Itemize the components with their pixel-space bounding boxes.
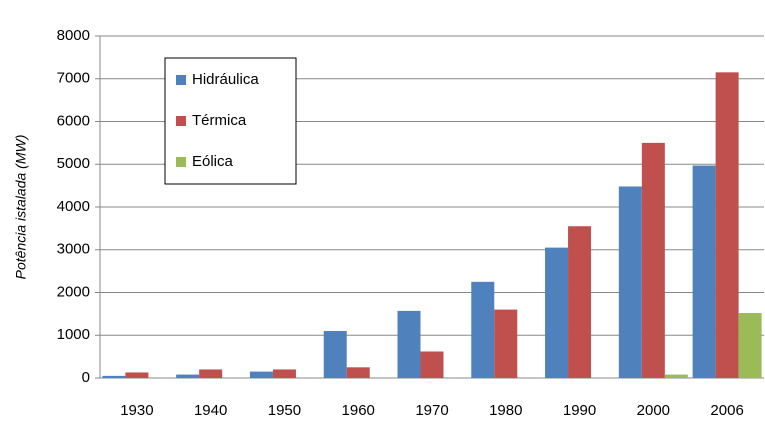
bar	[715, 72, 739, 379]
legend: Hidráulica Térmica Eólica	[164, 57, 297, 185]
bar	[664, 374, 688, 378]
bar	[199, 369, 223, 378]
bar	[568, 226, 592, 378]
legend-swatch	[176, 75, 186, 85]
bar	[692, 165, 716, 378]
y-tick-label: 5000	[57, 155, 90, 172]
y-tick-label: 6000	[57, 112, 90, 129]
bar	[738, 313, 762, 378]
y-tick-label: 7000	[57, 70, 90, 87]
y-tick-label: 3000	[57, 241, 90, 258]
x-tick-label: 1990	[563, 402, 596, 419]
bar	[249, 371, 273, 378]
x-tick-label: 2000	[637, 402, 670, 419]
bar	[420, 351, 444, 378]
bar	[641, 142, 665, 378]
legend-swatch	[176, 157, 186, 167]
y-tick-label: 0	[82, 369, 90, 386]
legend-swatch	[176, 116, 186, 126]
bar	[272, 369, 296, 378]
x-tick-label: 1970	[415, 402, 448, 419]
x-tick-label: 2006	[710, 402, 743, 419]
y-tick-label: 1000	[57, 326, 90, 343]
x-tick-label: 1940	[194, 402, 227, 419]
bar	[125, 372, 149, 378]
y-tick-label: 2000	[57, 283, 90, 300]
bar	[618, 186, 642, 378]
bar	[397, 310, 421, 378]
y-axis-label: Potência istalada (MW)	[13, 135, 29, 280]
x-tick-label: 1930	[120, 402, 153, 419]
legend-label: Hidráulica	[192, 71, 259, 88]
bar	[346, 367, 370, 378]
bar	[102, 375, 126, 378]
legend-label: Térmica	[192, 112, 247, 129]
x-tick-label: 1960	[342, 402, 375, 419]
y-tick-label: 4000	[57, 198, 90, 215]
bar	[323, 330, 347, 378]
bar	[471, 281, 495, 378]
legend-box	[164, 57, 297, 185]
y-tick-label: 8000	[57, 27, 90, 44]
x-tick-label: 1950	[268, 402, 301, 419]
x-tick-label: 1980	[489, 402, 522, 419]
legend-label: Eólica	[192, 153, 234, 170]
bar	[545, 247, 569, 378]
bar	[494, 309, 518, 378]
bar	[176, 374, 200, 378]
